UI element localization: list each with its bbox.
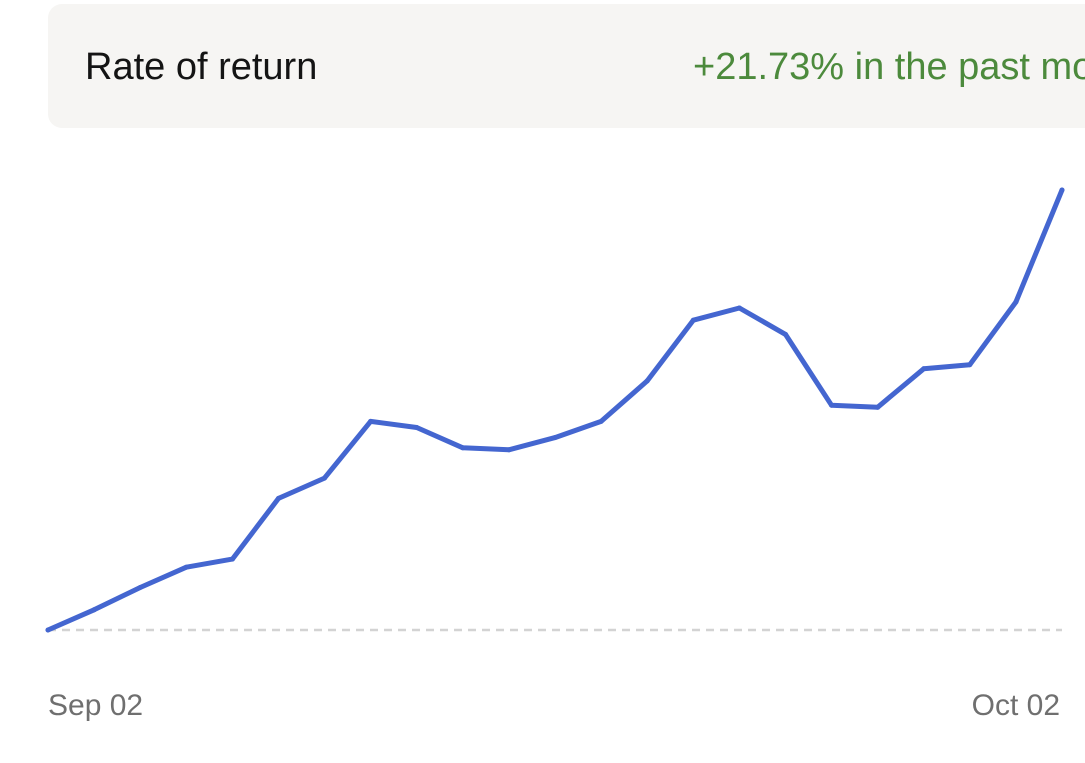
data-point-11	[552, 435, 558, 441]
x-tick-start: Sep 02	[48, 689, 143, 722]
data-point-4	[229, 556, 235, 562]
data-point-17	[829, 402, 834, 408]
data-point-9	[460, 445, 466, 451]
data-point-1	[91, 607, 97, 613]
data-point-20	[967, 362, 973, 368]
data-point-13	[644, 378, 650, 384]
data-point-14	[690, 317, 696, 323]
data-point-6	[322, 475, 327, 481]
data-point-19	[921, 366, 927, 372]
data-point-8	[414, 425, 420, 430]
data-point-10	[506, 447, 512, 453]
return-percentage: +21.73% in the past month	[693, 46, 1085, 88]
data-point-3	[183, 564, 189, 570]
data-point-2	[137, 585, 143, 590]
data-point-0	[45, 627, 51, 633]
data-point-21	[1013, 299, 1019, 305]
rate-of-return-title: Rate of return	[85, 46, 318, 88]
data-point-16	[783, 331, 788, 337]
series-line	[45, 187, 1065, 633]
data-point-12	[598, 418, 604, 424]
data-point-5	[276, 495, 281, 501]
rate-of-return-card: Rate of return +21.73% in the past month	[48, 4, 1085, 128]
data-point-15	[736, 305, 742, 311]
data-point-18	[875, 404, 881, 410]
data-point-7	[368, 418, 374, 424]
x-tick-end: Oct 02	[972, 689, 1060, 722]
data-point-22	[1059, 187, 1065, 193]
